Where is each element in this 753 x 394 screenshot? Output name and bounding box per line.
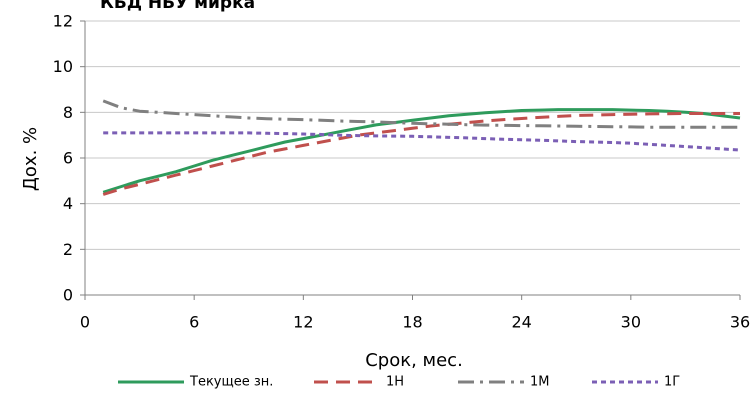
gridlines bbox=[85, 20, 740, 250]
series-lines bbox=[102, 99, 741, 196]
x-tick-label: 18 bbox=[402, 313, 422, 332]
series-line bbox=[102, 99, 740, 129]
y-tick-label: 0 bbox=[63, 286, 73, 305]
y-axis-title: Дох. % bbox=[20, 127, 41, 191]
y-tick-labels: 0 2 4 6 8 10 12 bbox=[53, 12, 73, 305]
legend-label: 1М bbox=[530, 375, 550, 390]
x-tick-label: 30 bbox=[621, 313, 641, 332]
chart-title: КБД НБУ мирка bbox=[100, 0, 255, 13]
series-line bbox=[102, 108, 741, 194]
y-tick-label: 10 bbox=[53, 57, 73, 76]
series-line bbox=[102, 112, 740, 196]
y-tick-label: 6 bbox=[63, 149, 73, 168]
x-tick-label: 6 bbox=[189, 313, 199, 332]
series-line bbox=[103, 131, 741, 152]
x-tick-label: 36 bbox=[730, 313, 750, 332]
y-tick-label: 8 bbox=[63, 103, 73, 122]
legend-label: 1Н bbox=[386, 375, 404, 390]
x-tick-label: 12 bbox=[293, 313, 313, 332]
axes bbox=[80, 20, 741, 300]
y-tick-label: 2 bbox=[63, 240, 73, 259]
x-tick-labels: 0 6 12 18 24 30 36 bbox=[80, 313, 750, 332]
legend-label: 1Г bbox=[664, 375, 680, 390]
x-tick-label: 0 bbox=[80, 313, 90, 332]
legend-label: Текущее зн. bbox=[189, 375, 273, 390]
x-tick-label: 24 bbox=[511, 313, 531, 332]
x-axis-title: Срок, мес. bbox=[365, 350, 463, 371]
y-tick-label: 4 bbox=[63, 194, 73, 213]
legend: Текущее зн. 1Н 1М 1Г bbox=[118, 375, 680, 390]
y-tick-label: 12 bbox=[53, 12, 73, 31]
